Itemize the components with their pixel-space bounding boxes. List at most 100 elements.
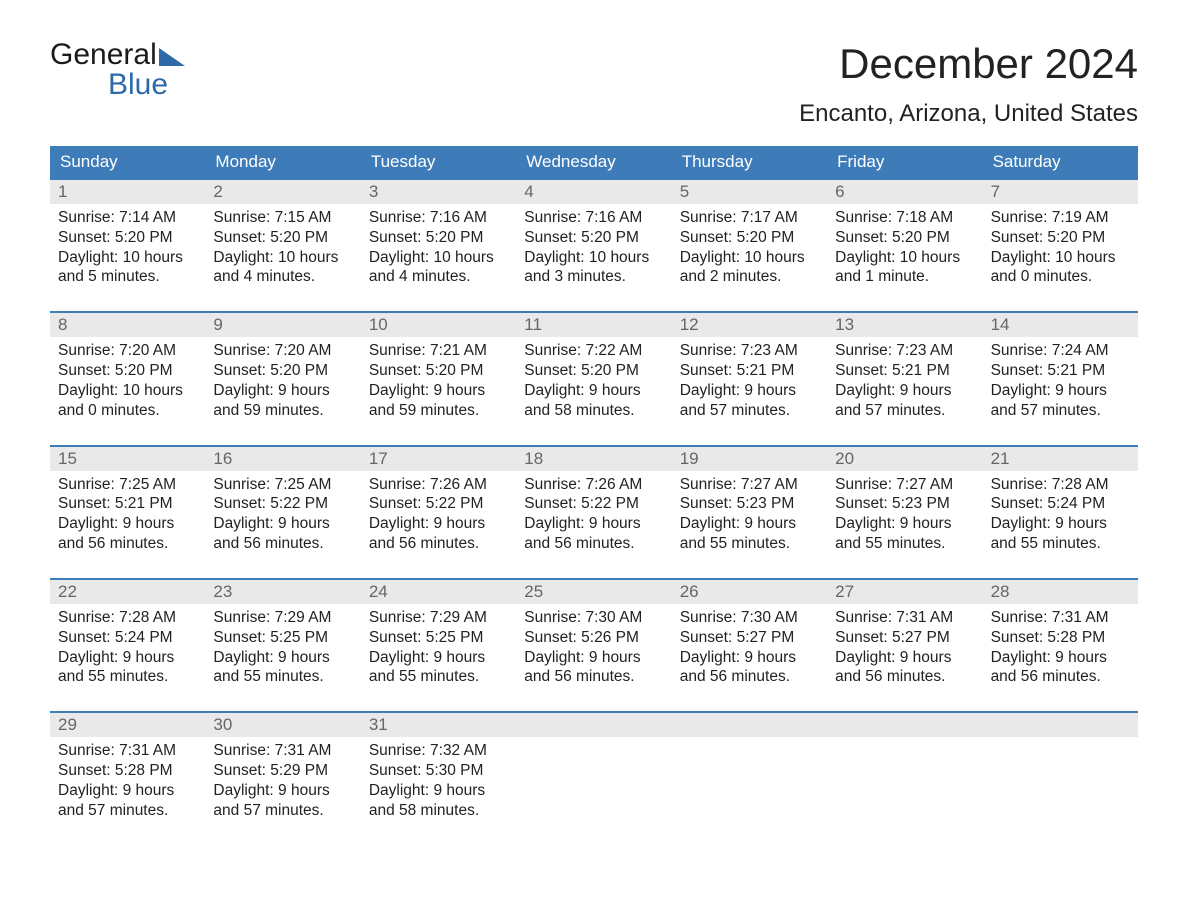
daylight-line-1: Daylight: 9 hours bbox=[991, 514, 1130, 534]
daylight-line-1: Daylight: 9 hours bbox=[369, 781, 508, 801]
sunrise-line: Sunrise: 7:24 AM bbox=[991, 341, 1130, 361]
day-number: 1 bbox=[50, 180, 205, 204]
calendar-day-cell: 14Sunrise: 7:24 AMSunset: 5:21 PMDayligh… bbox=[983, 313, 1138, 428]
calendar-day-cell: 1Sunrise: 7:14 AMSunset: 5:20 PMDaylight… bbox=[50, 180, 205, 295]
daylight-line-2: and 55 minutes. bbox=[58, 667, 197, 687]
sunset-line: Sunset: 5:29 PM bbox=[213, 761, 352, 781]
daylight-line-1: Daylight: 9 hours bbox=[369, 648, 508, 668]
day-detail-body: Sunrise: 7:25 AMSunset: 5:21 PMDaylight:… bbox=[50, 471, 205, 562]
calendar-day-cell: 6Sunrise: 7:18 AMSunset: 5:20 PMDaylight… bbox=[827, 180, 982, 295]
day-detail-body: Sunrise: 7:17 AMSunset: 5:20 PMDaylight:… bbox=[672, 204, 827, 295]
calendar-day-cell: 28Sunrise: 7:31 AMSunset: 5:28 PMDayligh… bbox=[983, 580, 1138, 695]
daylight-line-2: and 56 minutes. bbox=[58, 534, 197, 554]
daylight-line-1: Daylight: 9 hours bbox=[369, 514, 508, 534]
daylight-line-2: and 57 minutes. bbox=[58, 801, 197, 821]
sunset-line: Sunset: 5:27 PM bbox=[835, 628, 974, 648]
day-number: 16 bbox=[205, 447, 360, 471]
calendar-week-row: 1 Sunrise: 7:14 AM Sunset: 5:20 PM Daylight… bbox=[50, 178, 1138, 295]
daylight-line-2: and 57 minutes. bbox=[213, 801, 352, 821]
sunset-line: Sunset: 5:20 PM bbox=[835, 228, 974, 248]
calendar-day-cell: 12Sunrise: 7:23 AMSunset: 5:21 PMDayligh… bbox=[672, 313, 827, 428]
calendar-day-cell: . bbox=[516, 713, 671, 828]
weekday-header-cell: Sunday bbox=[50, 146, 205, 178]
sunrise-line: Sunrise: 7:22 AM bbox=[524, 341, 663, 361]
day-number: 26 bbox=[672, 580, 827, 604]
sunrise-line: Sunrise: 7:14 AM bbox=[58, 208, 197, 228]
sunrise-line: Sunrise: 7:28 AM bbox=[58, 608, 197, 628]
day-detail-body: Sunrise: 7:31 AMSunset: 5:27 PMDaylight:… bbox=[827, 604, 982, 695]
calendar-day-cell: 27Sunrise: 7:31 AMSunset: 5:27 PMDayligh… bbox=[827, 580, 982, 695]
day-detail-body: Sunrise: 7:28 AMSunset: 5:24 PMDaylight:… bbox=[983, 471, 1138, 562]
daylight-line-2: and 56 minutes. bbox=[524, 667, 663, 687]
sunset-line: Sunset: 5:28 PM bbox=[58, 761, 197, 781]
weekday-header-cell: Monday bbox=[205, 146, 360, 178]
day-detail-body: Sunrise: 7:24 AMSunset: 5:21 PMDaylight:… bbox=[983, 337, 1138, 428]
daylight-line-2: and 58 minutes. bbox=[369, 801, 508, 821]
sunrise-line: Sunrise: 7:16 AM bbox=[369, 208, 508, 228]
daylight-line-2: and 55 minutes. bbox=[369, 667, 508, 687]
day-detail-body: Sunrise: 7:20 AMSunset: 5:20 PMDaylight:… bbox=[205, 337, 360, 428]
calendar-day-cell: 11Sunrise: 7:22 AMSunset: 5:20 PMDayligh… bbox=[516, 313, 671, 428]
sunset-line: Sunset: 5:23 PM bbox=[835, 494, 974, 514]
day-detail-body: Sunrise: 7:30 AMSunset: 5:27 PMDaylight:… bbox=[672, 604, 827, 695]
sunrise-line: Sunrise: 7:21 AM bbox=[369, 341, 508, 361]
logo-top-row: General bbox=[50, 40, 185, 70]
calendar-day-cell: 9Sunrise: 7:20 AMSunset: 5:20 PMDaylight… bbox=[205, 313, 360, 428]
sunrise-line: Sunrise: 7:28 AM bbox=[991, 475, 1130, 495]
daylight-line-2: and 55 minutes. bbox=[835, 534, 974, 554]
sunset-line: Sunset: 5:20 PM bbox=[524, 228, 663, 248]
daylight-line-1: Daylight: 9 hours bbox=[58, 648, 197, 668]
weekday-header-cell: Tuesday bbox=[361, 146, 516, 178]
sunrise-line: Sunrise: 7:19 AM bbox=[991, 208, 1130, 228]
logo-triangle-icon bbox=[159, 48, 185, 66]
page-header: General Blue December 2024 Encanto, Ariz… bbox=[50, 40, 1138, 128]
daylight-line-1: Daylight: 9 hours bbox=[680, 381, 819, 401]
month-title: December 2024 bbox=[799, 40, 1138, 88]
day-number: 31 bbox=[361, 713, 516, 737]
daylight-line-2: and 59 minutes. bbox=[213, 401, 352, 421]
day-number: . bbox=[516, 713, 671, 737]
daylight-line-2: and 5 minutes. bbox=[58, 267, 197, 287]
daylight-line-2: and 4 minutes. bbox=[213, 267, 352, 287]
day-detail-body: Sunrise: 7:25 AMSunset: 5:22 PMDaylight:… bbox=[205, 471, 360, 562]
weeks-container: 1 Sunrise: 7:14 AM Sunset: 5:20 PM Daylight… bbox=[50, 178, 1138, 829]
day-number: 8 bbox=[50, 313, 205, 337]
day-number: 4 bbox=[516, 180, 671, 204]
day-number: 7 bbox=[983, 180, 1138, 204]
calendar-day-cell: 24Sunrise: 7:29 AMSunset: 5:25 PMDayligh… bbox=[361, 580, 516, 695]
weekday-header-row: SundayMondayTuesdayWednesdayThursdayFrid… bbox=[50, 146, 1138, 178]
calendar-day-cell: 16Sunrise: 7:25 AMSunset: 5:22 PMDayligh… bbox=[205, 447, 360, 562]
calendar-day-cell: 18Sunrise: 7:26 AMSunset: 5:22 PMDayligh… bbox=[516, 447, 671, 562]
day-number: 11 bbox=[516, 313, 671, 337]
day-number: 21 bbox=[983, 447, 1138, 471]
calendar-day-cell: 3Sunrise: 7:16 AMSunset: 5:20 PMDaylight… bbox=[361, 180, 516, 295]
day-number: 30 bbox=[205, 713, 360, 737]
day-number: 15 bbox=[50, 447, 205, 471]
calendar-day-cell: . bbox=[672, 713, 827, 828]
daylight-line-1: Daylight: 9 hours bbox=[213, 648, 352, 668]
calendar-day-cell: 7Sunrise: 7:19 AMSunset: 5:20 PMDaylight… bbox=[983, 180, 1138, 295]
day-number: 28 bbox=[983, 580, 1138, 604]
day-number: 19 bbox=[672, 447, 827, 471]
sunset-line: Sunset: 5:20 PM bbox=[524, 361, 663, 381]
calendar-day-cell: . bbox=[827, 713, 982, 828]
sunset-line: Sunset: 5:20 PM bbox=[680, 228, 819, 248]
sunset-line: Sunset: 5:25 PM bbox=[213, 628, 352, 648]
day-detail-body: Sunrise: 7:23 AMSunset: 5:21 PMDaylight:… bbox=[827, 337, 982, 428]
daylight-line-2: and 1 minute. bbox=[835, 267, 974, 287]
calendar-day-cell: 8Sunrise: 7:20 AMSunset: 5:20 PMDaylight… bbox=[50, 313, 205, 428]
sunrise-line: Sunrise: 7:29 AM bbox=[213, 608, 352, 628]
daylight-line-2: and 56 minutes. bbox=[213, 534, 352, 554]
daylight-line-1: Daylight: 9 hours bbox=[58, 781, 197, 801]
day-detail-body: Sunrise: 7:27 AMSunset: 5:23 PMDaylight:… bbox=[672, 471, 827, 562]
sunrise-line: Sunrise: 7:27 AM bbox=[680, 475, 819, 495]
weekday-header-cell: Thursday bbox=[672, 146, 827, 178]
calendar-week-row: 29Sunrise: 7:31 AMSunset: 5:28 PMDayligh… bbox=[50, 711, 1138, 828]
daylight-line-1: Daylight: 10 hours bbox=[991, 248, 1130, 268]
sunrise-line: Sunrise: 7:32 AM bbox=[369, 741, 508, 761]
sunset-line: Sunset: 5:23 PM bbox=[680, 494, 819, 514]
sunrise-line: Sunrise: 7:23 AM bbox=[835, 341, 974, 361]
calendar-day-cell: 26Sunrise: 7:30 AMSunset: 5:27 PMDayligh… bbox=[672, 580, 827, 695]
sunrise-line: Sunrise: 7:29 AM bbox=[369, 608, 508, 628]
day-number: 17 bbox=[361, 447, 516, 471]
